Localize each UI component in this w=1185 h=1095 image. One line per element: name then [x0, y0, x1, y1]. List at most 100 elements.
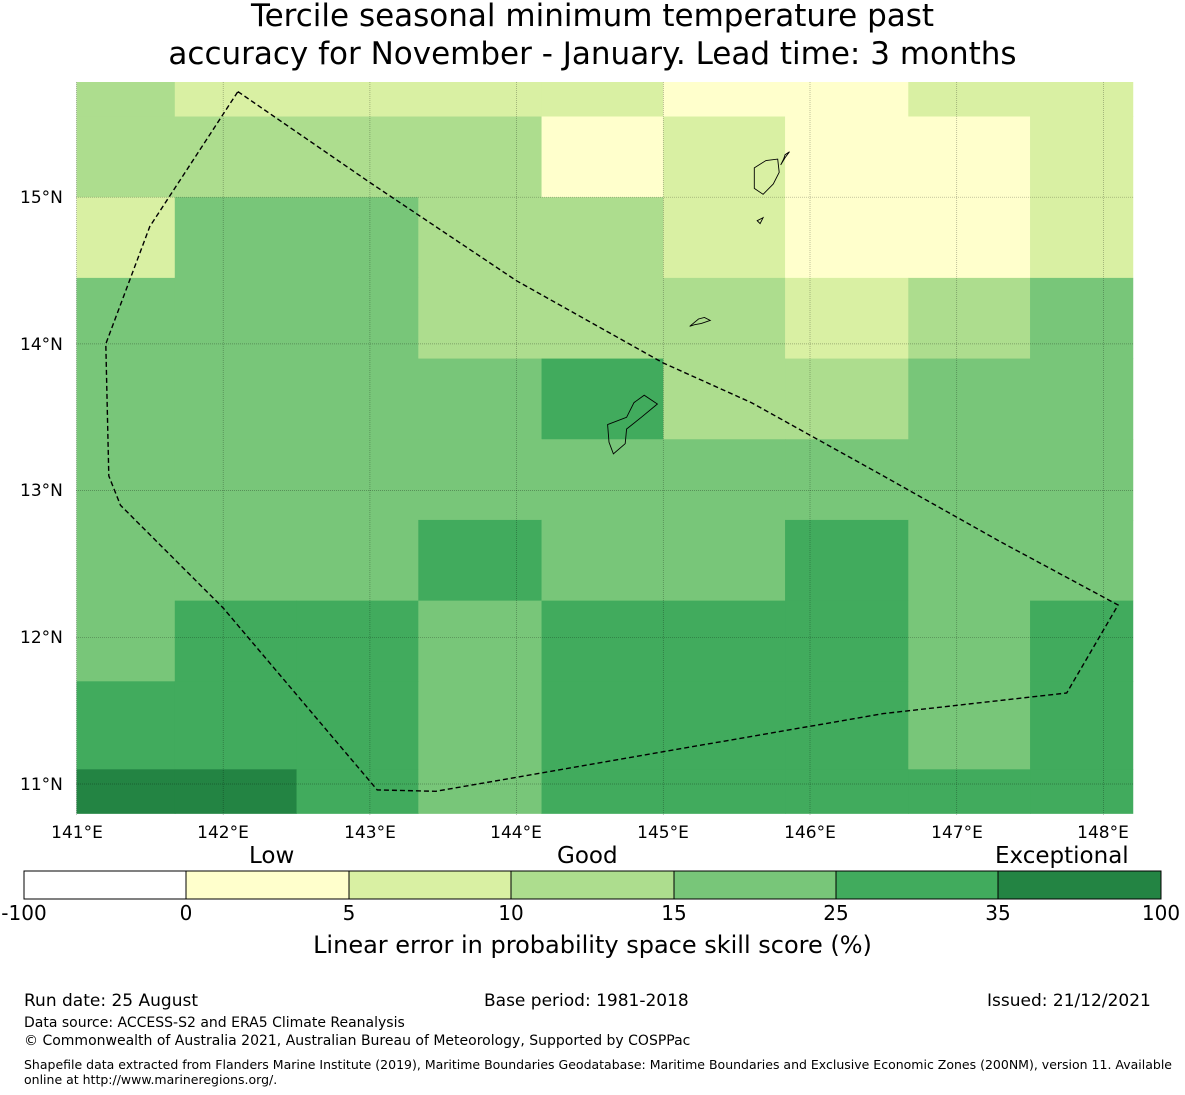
skill-cell	[908, 439, 1031, 521]
skill-cell	[1030, 116, 1134, 198]
skill-cell	[908, 82, 1031, 118]
skill-cell	[785, 358, 909, 440]
skill-cell	[785, 519, 909, 602]
skill-cell	[908, 681, 1031, 770]
lon-tick-145E: 145°E	[637, 823, 689, 843]
lon-tick-148E: 148°E	[1077, 823, 1129, 843]
skill-cell	[663, 519, 786, 602]
skill-cell	[296, 277, 419, 360]
skill-cell	[174, 277, 298, 360]
colorbar-swatch	[673, 870, 837, 900]
skill-cell	[174, 600, 298, 682]
skill-cell	[541, 197, 664, 279]
skill-cell	[418, 116, 543, 198]
lat-tick-13N: 13°N	[20, 481, 63, 501]
skill-cell	[76, 519, 176, 602]
issued-date: Issued: 21/12/2021	[987, 991, 1151, 1011]
skill-cell	[76, 439, 176, 521]
skill-cell	[296, 769, 419, 814]
island-outline	[607, 394, 659, 455]
colorbar-tick: 35	[985, 901, 1011, 925]
colorbar-label: Linear error in probability space skill …	[313, 931, 872, 959]
lon-tick-141E: 141°E	[51, 823, 103, 843]
skill-cell	[1030, 519, 1134, 602]
skill-cell	[1030, 681, 1134, 770]
skill-cell	[663, 116, 786, 198]
map-graticule	[76, 82, 1133, 816]
lon-tick-146E: 146°E	[784, 823, 836, 843]
skill-cell	[174, 358, 298, 440]
skill-cell	[1030, 358, 1134, 440]
skill-cell	[785, 600, 909, 682]
skill-cell	[541, 600, 664, 682]
colorbar-swatch	[510, 870, 675, 900]
map-title-line-2: accuracy for November - January. Lead ti…	[168, 36, 1017, 72]
colorbar-category-low: Low	[249, 843, 295, 869]
island-outline	[753, 158, 780, 195]
colorbar-tick: 25	[823, 901, 849, 925]
colorbar-swatch	[185, 870, 350, 900]
colorbar-category-exceptional: Exceptional	[995, 843, 1129, 869]
skill-cell	[418, 681, 543, 770]
skill-cell	[1030, 439, 1134, 521]
shapefile-note: Shapefile data extracted from Flanders M…	[24, 1057, 1172, 1087]
skill-cell	[663, 197, 786, 279]
data-source: Data source: ACCESS-S2 and ERA5 Climate …	[24, 1015, 405, 1031]
copyright-notice: © Commonwealth of Australia 2021, Austra…	[24, 1033, 691, 1049]
skill-cell	[1030, 600, 1134, 682]
skill-cell	[418, 277, 543, 360]
skill-cell	[541, 769, 664, 814]
skill-cell	[908, 600, 1031, 682]
skill-cell	[785, 116, 909, 198]
skill-cell	[785, 681, 909, 770]
skill-cell	[418, 358, 543, 440]
skill-cell	[1030, 769, 1134, 814]
island-outline	[756, 216, 765, 225]
skill-cell	[418, 197, 543, 279]
colorbar-swatch	[348, 870, 512, 900]
lon-tick-142E: 142°E	[197, 823, 249, 843]
skill-cell	[541, 82, 664, 118]
skill-cell	[174, 116, 298, 198]
lat-tick-15N: 15°N	[20, 188, 63, 208]
skill-cell	[785, 197, 909, 279]
skill-cell	[541, 116, 664, 198]
skill-cell	[76, 197, 176, 279]
skill-cell	[1030, 277, 1134, 360]
skill-cell	[663, 681, 786, 770]
map-title-line-1: Tercile seasonal minimum temperature pas…	[250, 0, 935, 34]
skill-cell	[296, 519, 419, 602]
skill-cell	[174, 519, 298, 602]
skill-cell	[418, 600, 543, 682]
base-period: Base period: 1981-2018	[484, 991, 689, 1011]
skill-cell	[541, 277, 664, 360]
skill-cell	[1030, 197, 1134, 279]
lat-tick-11N: 11°N	[20, 775, 63, 795]
skill-cell	[908, 197, 1031, 279]
skill-cell	[76, 116, 176, 198]
skill-cell	[541, 519, 664, 602]
colorbar-tick: 0	[179, 901, 193, 925]
skill-cell	[296, 439, 419, 521]
skill-cell	[174, 439, 298, 521]
skill-cell	[908, 358, 1031, 440]
skill-cell	[541, 358, 664, 440]
skill-cell	[76, 82, 176, 118]
eez-boundary	[105, 91, 1120, 793]
colorbar-swatch	[835, 870, 999, 900]
lat-tick-14N: 14°N	[20, 335, 63, 355]
skill-cell	[76, 681, 176, 770]
lat-tick-12N: 12°N	[20, 628, 63, 648]
skill-cell	[76, 358, 176, 440]
skill-cell	[663, 82, 786, 118]
skill-cell	[418, 82, 543, 118]
skill-cell	[174, 769, 298, 814]
skill-cell	[296, 197, 419, 279]
skill-cell	[663, 439, 786, 521]
island-outlines	[607, 151, 790, 455]
skill-colorbar	[23, 870, 1162, 900]
colorbar-category-good: Good	[557, 843, 618, 869]
colorbar-tick: -100	[1, 901, 47, 925]
skill-cell	[541, 439, 664, 521]
